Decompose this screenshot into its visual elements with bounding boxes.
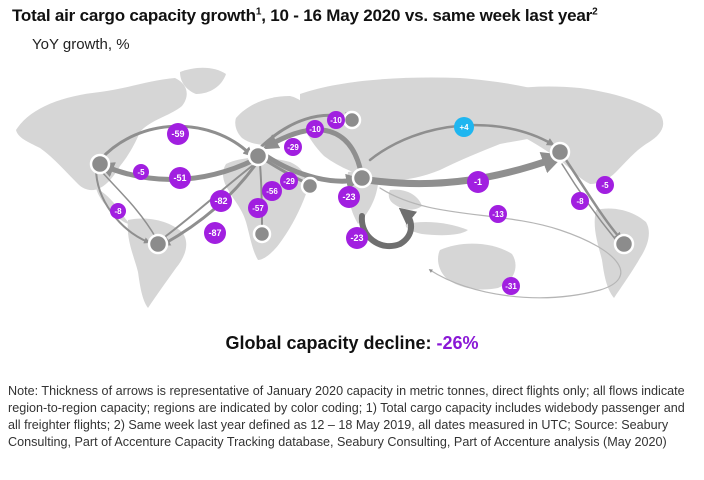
summary-value: -26% — [436, 333, 479, 353]
land-australia — [438, 243, 516, 290]
flow-badge-circle — [284, 138, 302, 156]
land-se-asia — [388, 189, 422, 210]
flow-badge-circle — [306, 120, 324, 138]
flow-badge-circle — [133, 164, 149, 180]
hub-europe — [247, 145, 269, 167]
flow-badges: -59 -51 -5 -8 -82 -87 -57-56 -29 -29 -10 -10 -23 -23… — [110, 111, 614, 295]
flow-badge-label: -87 — [208, 228, 221, 238]
flow-badge-circle — [454, 117, 474, 137]
flow-badge-circle — [489, 205, 507, 223]
flow-badge-label: -1 — [474, 177, 482, 187]
arrow-asia-europe-top — [262, 127, 363, 171]
flow-badge: -23 — [338, 186, 360, 208]
flow-badge: -31 — [502, 277, 520, 295]
land-greenland — [180, 67, 226, 94]
arrow-asia-south-circle — [358, 207, 418, 249]
flow-badge-label: +4 — [459, 123, 469, 132]
arrow-sa-na-east — [101, 171, 157, 239]
flow-badge: -57 — [248, 198, 268, 218]
flow-badge: -8 — [571, 192, 589, 210]
flow-badge-label: -5 — [137, 168, 145, 177]
flow-badge: -56 — [262, 181, 282, 201]
flow-badge: -59 — [167, 123, 189, 145]
flow-badge-label: -10 — [330, 116, 342, 125]
hub-africa — [252, 224, 272, 244]
flow-badge: -82 — [210, 190, 232, 212]
flow-badge: -13 — [489, 205, 507, 223]
flow-badge-label: -57 — [252, 204, 264, 213]
flow-badge: -87 — [204, 222, 226, 244]
flow-badge-label: -51 — [173, 173, 186, 183]
arrow-na-sa-east — [564, 158, 623, 241]
flow-badge-label: -29 — [287, 143, 299, 152]
land-indonesia — [405, 222, 468, 236]
flow-badge-circle — [596, 176, 614, 194]
hub-north-america-east — [549, 141, 571, 163]
flow-badge-circle — [262, 181, 282, 201]
global-summary: Global capacity decline: -26% — [0, 333, 704, 354]
hub-north-america — [89, 153, 111, 175]
footnote: Note: Thickness of arrows is representat… — [8, 384, 685, 449]
land-south-america — [127, 218, 187, 308]
flow-badge-label: -5 — [601, 181, 609, 190]
flow-badge: -10 — [327, 111, 345, 129]
flow-badge-circle — [327, 111, 345, 129]
flow-badge: +4 — [454, 117, 474, 137]
flow-badge-circle — [467, 171, 489, 193]
flow-badge: -5 — [596, 176, 614, 194]
hub-south-america — [147, 233, 169, 255]
flow-badge-circle — [571, 192, 589, 210]
flow-badge-label: -23 — [350, 233, 363, 243]
flow-badge: -51 — [169, 167, 191, 189]
hub-russia — [342, 110, 362, 130]
flow-badge-circle — [110, 203, 126, 219]
flow-badge-label: -10 — [309, 125, 321, 134]
hubs — [89, 110, 635, 255]
flow-badge: -23 — [346, 227, 368, 249]
flow-badge-circle — [169, 167, 191, 189]
land-masses — [16, 67, 664, 308]
flow-badge-label: -82 — [214, 196, 227, 206]
flow-badge: -8 — [110, 203, 126, 219]
flow-badge-label: -31 — [505, 282, 517, 291]
flow-badge-circle — [167, 123, 189, 145]
flow-badge-circle — [204, 222, 226, 244]
flow-badge-label: -8 — [114, 207, 122, 216]
land-north-america-east — [470, 86, 664, 184]
world-flow-map: -59 -51 -5 -8 -82 -87 -57-56 -29 -29 -10 -10 -23 -23… — [16, 67, 664, 308]
hub-middle-east — [300, 176, 320, 196]
flow-badge: -29 — [280, 172, 298, 190]
flow-badge-circle — [280, 172, 298, 190]
summary-label: Global capacity decline: — [225, 333, 432, 353]
arrow-europe-sa — [160, 162, 258, 246]
flow-badge-circle — [248, 198, 268, 218]
flow-badge: -5 — [133, 164, 149, 180]
map-subtitle: YoY growth, % — [32, 36, 130, 53]
flow-badge: -29 — [284, 138, 302, 156]
flow-badge-circle — [210, 190, 232, 212]
arrow-asia-oceania-loop — [379, 187, 622, 299]
hub-south-america-east — [613, 233, 635, 255]
arrow-europe-asia-mid — [263, 153, 363, 190]
map-title: Total air cargo capacity growth1, 10 - 1… — [12, 6, 598, 25]
flow-badge-circle — [502, 277, 520, 295]
flow-badge-label: -29 — [283, 177, 295, 186]
flow-badge: -10 — [306, 120, 324, 138]
flow-badge-label: -56 — [266, 187, 278, 196]
land-north-america — [16, 78, 187, 191]
flow-badge-label: -8 — [576, 197, 584, 206]
flow-badge-circle — [338, 186, 360, 208]
flow-badge-label: -13 — [492, 210, 504, 219]
flow-badge-label: -23 — [342, 192, 355, 202]
flow-badge-circle — [346, 227, 368, 249]
hub-asia — [351, 167, 373, 189]
flow-badge-label: -59 — [171, 129, 184, 139]
flow-badge: -1 — [467, 171, 489, 193]
